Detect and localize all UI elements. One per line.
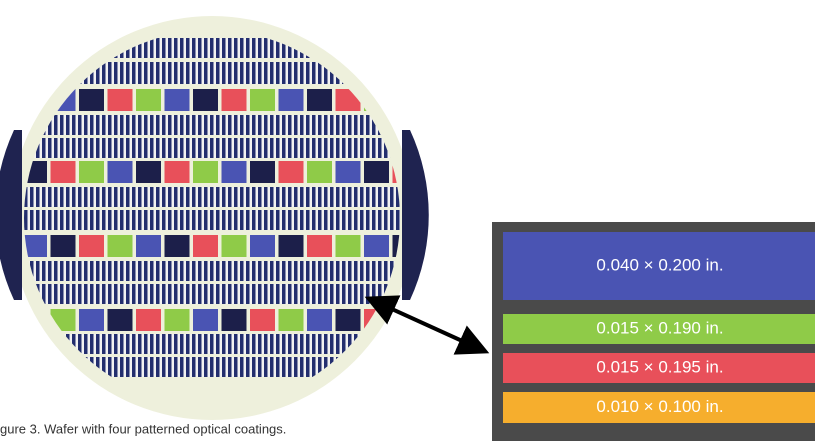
die xyxy=(307,161,332,183)
die xyxy=(307,89,332,111)
die xyxy=(193,235,218,257)
coating-label: 0.010 × 0.100 in. xyxy=(596,397,723,416)
die-row xyxy=(20,38,405,58)
die xyxy=(136,309,161,331)
arrow xyxy=(372,300,482,350)
die xyxy=(222,89,247,111)
die xyxy=(279,161,304,183)
die xyxy=(279,309,304,331)
die xyxy=(222,309,247,331)
wafer-edge xyxy=(0,130,22,300)
die-row xyxy=(20,115,405,135)
die xyxy=(222,161,247,183)
coating-label: 0.040 × 0.200 in. xyxy=(596,255,723,274)
die xyxy=(364,161,389,183)
die xyxy=(336,235,361,257)
die xyxy=(165,235,190,257)
die xyxy=(108,235,133,257)
die xyxy=(136,235,161,257)
die-row xyxy=(20,138,405,158)
die xyxy=(336,309,361,331)
die xyxy=(193,309,218,331)
die xyxy=(250,89,275,111)
die xyxy=(393,89,418,111)
die xyxy=(136,161,161,183)
die xyxy=(79,309,104,331)
die xyxy=(307,235,332,257)
caption: gure 3. Wafer with four patterned optica… xyxy=(0,421,286,436)
die xyxy=(250,235,275,257)
die xyxy=(79,235,104,257)
die xyxy=(364,235,389,257)
die-row xyxy=(20,210,405,230)
die xyxy=(51,161,76,183)
die xyxy=(193,161,218,183)
die-row xyxy=(20,261,405,281)
die xyxy=(336,161,361,183)
figure: 0.040 × 0.200 in. 0.015 × 0.190 in. 0.015 … xyxy=(0,0,815,441)
die xyxy=(307,309,332,331)
die xyxy=(165,89,190,111)
die xyxy=(279,235,304,257)
die xyxy=(51,235,76,257)
die-row xyxy=(20,187,405,207)
die xyxy=(165,161,190,183)
die xyxy=(108,161,133,183)
die xyxy=(108,89,133,111)
die xyxy=(79,89,104,111)
die xyxy=(222,235,247,257)
legend: 0.040 × 0.200 in. 0.015 × 0.190 in. 0.015 … xyxy=(503,232,815,423)
die-row xyxy=(20,284,405,304)
die xyxy=(193,89,218,111)
die xyxy=(79,161,104,183)
die xyxy=(279,89,304,111)
coating-label: 0.015 × 0.190 in. xyxy=(596,318,723,337)
die xyxy=(250,309,275,331)
wafer-edge xyxy=(402,130,429,300)
die xyxy=(136,89,161,111)
die xyxy=(165,309,190,331)
coating-label: 0.015 × 0.195 in. xyxy=(596,357,723,376)
die xyxy=(250,161,275,183)
die xyxy=(108,309,133,331)
